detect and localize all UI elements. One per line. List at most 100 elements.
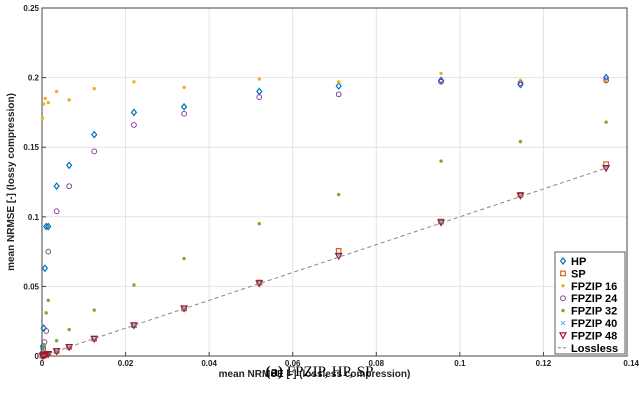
data-point xyxy=(132,283,136,287)
data-point xyxy=(439,71,443,76)
data-point xyxy=(53,208,60,215)
data-point xyxy=(41,264,49,273)
data-point xyxy=(41,102,46,106)
data-point xyxy=(602,164,611,173)
series-fpzip-32 xyxy=(40,120,608,357)
data-point xyxy=(67,98,71,102)
data-point xyxy=(255,280,264,288)
data-point xyxy=(52,348,61,356)
data-point xyxy=(182,85,186,90)
y-tick-label: 0 xyxy=(35,352,40,361)
data-point xyxy=(46,100,50,105)
data-point xyxy=(43,96,48,101)
legend-swatch xyxy=(560,320,566,326)
data-point xyxy=(335,91,342,98)
data-point xyxy=(53,182,60,191)
data-point xyxy=(517,80,524,87)
data-point xyxy=(334,252,343,261)
x-axis-label: mean NRMSE [-] (lossless compression) xyxy=(219,369,411,380)
x-tick-label: 0.12 xyxy=(536,359,552,368)
legend-label: SP xyxy=(571,268,586,280)
y-axis-ticks: 0 0.05 0.1 0.15 0.2 0.25 xyxy=(23,4,46,361)
y-axis-label: mean NRMSE [-] (lossy compression) xyxy=(6,93,17,271)
legend-label: FPZIP 40 xyxy=(571,318,617,330)
series-layer xyxy=(38,71,611,361)
data-point xyxy=(182,256,186,261)
data-point xyxy=(43,328,50,334)
data-point xyxy=(92,308,96,312)
data-point xyxy=(41,348,45,353)
data-point xyxy=(336,192,341,197)
data-point xyxy=(131,122,137,128)
series-fpzip-16 xyxy=(40,71,608,120)
legend-swatch xyxy=(561,308,565,313)
data-point xyxy=(45,222,52,231)
y-tick-label: 0.25 xyxy=(23,4,39,13)
x-tick-label: 0.02 xyxy=(118,359,134,368)
data-point xyxy=(256,87,263,96)
x-tick-label: 0.1 xyxy=(454,359,466,368)
data-point xyxy=(335,81,342,90)
data-point xyxy=(44,350,53,359)
data-point xyxy=(65,161,73,170)
y-tick-label: 0.2 xyxy=(28,74,40,83)
caption-label: (a) xyxy=(265,364,284,380)
legend-swatch xyxy=(560,295,566,302)
legend-item: FPZIP 40 xyxy=(560,318,617,330)
data-point xyxy=(66,183,73,190)
legend-item: FPZIP 16 xyxy=(561,281,617,293)
data-point xyxy=(181,110,187,117)
grid-lines xyxy=(41,7,628,357)
data-point xyxy=(603,77,609,84)
lossless-line xyxy=(41,167,607,357)
data-point xyxy=(91,148,98,155)
legend-item: FPZIP 24 xyxy=(560,293,618,305)
figure-caption: (a) FPZIP, HP, SP xyxy=(0,364,639,381)
data-point xyxy=(256,94,263,100)
data-point xyxy=(132,80,136,84)
data-point xyxy=(335,248,342,254)
legend-swatch xyxy=(560,270,566,277)
legend-label: Lossless xyxy=(571,343,618,355)
data-point xyxy=(130,108,138,117)
legend-item: Lossless xyxy=(558,343,618,355)
series-lossless xyxy=(41,167,607,357)
data-point xyxy=(336,80,341,84)
data-point xyxy=(40,116,45,120)
legend-box xyxy=(554,251,626,355)
data-point xyxy=(92,87,96,91)
legend-label: FPZIP 32 xyxy=(571,306,617,318)
data-point xyxy=(517,80,524,89)
data-point xyxy=(43,222,50,231)
series-fpzip-24 xyxy=(39,77,609,357)
data-point xyxy=(604,120,608,124)
data-point xyxy=(91,130,98,139)
legend-swatch xyxy=(558,332,568,340)
legend-item: FPZIP 48 xyxy=(558,330,617,342)
data-point xyxy=(46,298,50,303)
data-point xyxy=(65,343,74,352)
y-tick-label: 0.05 xyxy=(23,282,39,291)
legend-label: FPZIP 48 xyxy=(571,330,617,342)
x-axis-ticks: 0 0.02 0.04 0.06 0.08 0.1 0.12 0.14 xyxy=(40,352,639,368)
data-point xyxy=(257,222,261,226)
data-point xyxy=(438,78,444,85)
data-point xyxy=(603,161,609,168)
plot-frame xyxy=(41,7,628,357)
data-point xyxy=(180,102,188,111)
data-point xyxy=(54,338,59,343)
data-point xyxy=(42,343,47,347)
legend-item: FPZIP 32 xyxy=(561,306,617,318)
x-tick-label: 0 xyxy=(40,359,45,368)
legend-swatch xyxy=(561,284,565,288)
data-point xyxy=(437,76,445,85)
x-tick-label: 0.14 xyxy=(623,359,639,368)
legend-label: FPZIP 24 xyxy=(571,293,618,305)
data-point xyxy=(518,139,523,144)
data-point xyxy=(44,311,48,315)
x-tick-label: 0.04 xyxy=(201,359,217,368)
data-point xyxy=(129,322,138,330)
legend-label: HP xyxy=(571,256,586,268)
legend-item: SP xyxy=(560,268,586,280)
